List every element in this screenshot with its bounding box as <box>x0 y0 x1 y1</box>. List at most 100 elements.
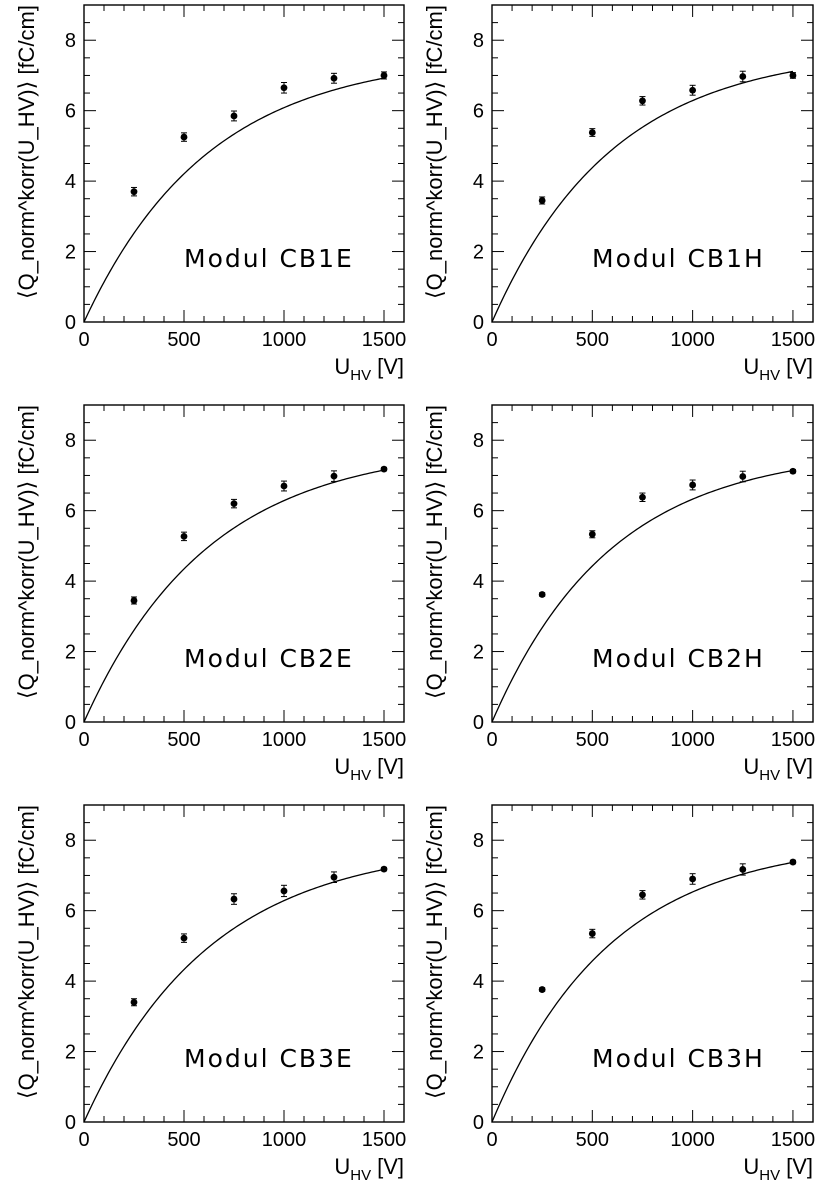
y-tick-label: 4 <box>473 171 484 193</box>
y-tick-label: 0 <box>473 312 484 334</box>
data-point <box>538 197 546 204</box>
y-tick-label: 2 <box>65 242 76 264</box>
y-tick-label: 0 <box>65 712 76 734</box>
data-point <box>230 112 238 120</box>
y-tick-label: 6 <box>65 101 76 123</box>
x-tick-label: 1000 <box>262 329 307 351</box>
y-tick-label: 2 <box>473 1042 484 1064</box>
data-point <box>689 481 697 489</box>
x-tick-label: 1500 <box>771 329 816 351</box>
data-point <box>789 467 797 475</box>
data-point <box>639 493 646 501</box>
x-tick-label: 1000 <box>670 329 715 351</box>
y-axis-title: ⟨Q_norm^korr(U_HV)⟩ [fC/cm] <box>422 405 447 699</box>
data-point <box>330 873 338 881</box>
data-point <box>380 72 388 79</box>
module-label: Modul CB2E <box>184 644 354 673</box>
x-tick-label: 1000 <box>262 729 307 751</box>
x-axis-title: UHV [V] <box>743 754 813 784</box>
module-label: Modul CB1E <box>184 244 354 273</box>
panel-3: 0 500 1000 1500 0 2 4 6 8 UHV [V] ⟨Q_norm^korr(U_HV… <box>14 404 407 784</box>
data-point <box>230 500 238 508</box>
data-point <box>380 865 388 873</box>
x-tick-label: 500 <box>576 1129 609 1151</box>
y-axis-title: ⟨Q_norm^korr(U_HV)⟩ [fC/cm] <box>422 805 447 1099</box>
y-tick-label: 6 <box>65 901 76 923</box>
y-tick-label: 0 <box>473 1112 484 1134</box>
data-point <box>538 986 546 993</box>
data-point <box>130 597 138 604</box>
module-label: Modul CB3H <box>592 1044 765 1073</box>
data-point <box>789 858 797 866</box>
data-point <box>588 930 596 937</box>
panel-2: 0 500 1000 1500 0 2 4 6 8 UHV [V] ⟨Q_norm^korr(U_HV… <box>422 4 816 384</box>
y-tick-label: 0 <box>473 712 484 734</box>
x-tick-label: 0 <box>486 1129 497 1151</box>
module-label: Modul CB3E <box>184 1044 354 1073</box>
x-tick-label: 1000 <box>262 1129 307 1151</box>
y-tick-label: 4 <box>65 971 76 993</box>
y-axis-title: ⟨Q_norm^korr(U_HV)⟩ [fC/cm] <box>14 405 39 699</box>
data-point <box>588 129 596 136</box>
y-tick-label: 4 <box>65 171 76 193</box>
x-tick-label: 0 <box>486 329 497 351</box>
module-label: Modul CB2H <box>592 644 765 673</box>
data-point <box>739 73 747 80</box>
y-tick-label: 4 <box>473 971 484 993</box>
y-tick-label: 2 <box>473 642 484 664</box>
plot-frame <box>83 404 405 723</box>
y-tick-label: 8 <box>65 830 76 852</box>
data-point <box>280 887 288 895</box>
y-tick-label: 6 <box>473 101 484 123</box>
x-axis-title: UHV [V] <box>334 1154 404 1184</box>
data-point <box>180 133 188 141</box>
x-tick-label: 1000 <box>670 729 715 751</box>
data-point <box>689 875 697 883</box>
data-point <box>639 891 646 899</box>
y-tick-label: 8 <box>65 30 76 52</box>
data-point <box>639 97 646 105</box>
x-tick-label: 1000 <box>670 1129 715 1151</box>
data-point <box>130 188 138 196</box>
data-point <box>380 465 388 473</box>
x-tick-label: 0 <box>78 729 89 751</box>
x-tick-label: 0 <box>486 729 497 751</box>
plot-frame <box>491 804 814 1123</box>
y-tick-label: 6 <box>473 501 484 523</box>
x-tick-label: 1500 <box>362 729 407 751</box>
y-tick-label: 8 <box>473 830 484 852</box>
y-tick-label: 8 <box>65 430 76 452</box>
fit-curve <box>83 868 385 1123</box>
data-point <box>280 482 288 490</box>
data-point <box>789 72 797 79</box>
x-tick-label: 500 <box>576 329 609 351</box>
plot-frame <box>83 804 405 1123</box>
y-axis-title: ⟨Q_norm^korr(U_HV)⟩ [fC/cm] <box>422 5 447 299</box>
y-axis-title: ⟨Q_norm^korr(U_HV)⟩ [fC/cm] <box>14 5 39 299</box>
panel-6: 0 500 1000 1500 0 2 4 6 8 UHV [V] ⟨Q_norm^korr(U_HV… <box>422 804 816 1184</box>
x-tick-label: 500 <box>576 729 609 751</box>
data-point <box>538 591 546 598</box>
x-tick-label: 500 <box>167 1129 200 1151</box>
plot-frame <box>491 404 814 723</box>
y-tick-label: 8 <box>473 30 484 52</box>
y-tick-label: 0 <box>65 312 76 334</box>
y-tick-label: 4 <box>473 571 484 593</box>
data-point <box>180 934 188 942</box>
data-point <box>689 86 697 94</box>
plot-frame <box>83 4 405 323</box>
y-tick-label: 6 <box>65 501 76 523</box>
data-point <box>130 998 138 1006</box>
data-point <box>739 866 747 873</box>
fit-curve <box>83 469 385 723</box>
data-point <box>280 84 288 92</box>
panel-4: 0 500 1000 1500 0 2 4 6 8 UHV [V] ⟨Q_norm^korr(U_HV… <box>422 404 816 784</box>
x-axis-title: UHV [V] <box>743 354 813 384</box>
fit-curve <box>491 861 794 1123</box>
x-tick-label: 0 <box>78 1129 89 1151</box>
x-tick-label: 1500 <box>771 729 816 751</box>
x-tick-label: 1500 <box>771 1129 816 1151</box>
data-point <box>180 532 188 540</box>
data-point <box>230 895 238 903</box>
